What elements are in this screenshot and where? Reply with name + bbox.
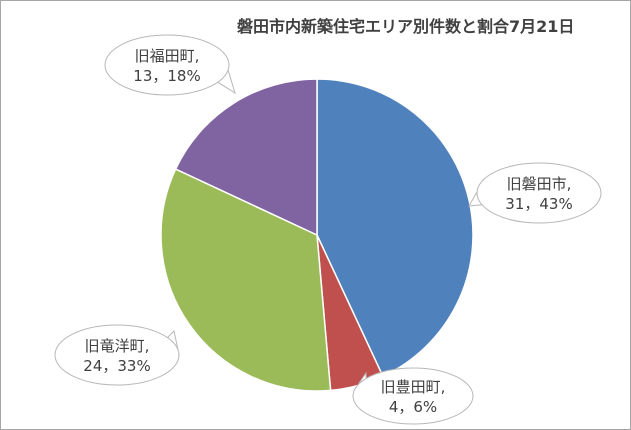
slice-value-label: 4，6% <box>389 398 437 416</box>
pie-slice-3 <box>160 168 332 392</box>
data-label-callout-3: 旧竜洋町, 24，33% <box>54 324 180 386</box>
slice-label: 旧磐田市, <box>507 175 572 193</box>
data-label-callout-4: 旧福田町, 13，18% <box>104 34 236 96</box>
callout-fill <box>354 369 472 423</box>
slice-label: 旧福田町, <box>135 47 200 65</box>
slice-value-label: 13，18% <box>133 67 200 85</box>
data-label-callout-1: 旧磐田市, 31，43% <box>468 162 602 224</box>
pie-slice-1 <box>316 78 474 378</box>
slice-value-label: 31，43% <box>505 195 572 213</box>
callout-fill <box>106 36 228 94</box>
chart-title: 磐田市内新築住宅エリア別件数と割合7月21日 <box>237 17 575 36</box>
slice-label: 旧豊田町, <box>381 378 446 396</box>
callout-fill <box>478 164 600 222</box>
callout-fill <box>56 326 178 384</box>
data-label-callout-2: 旧豊田町, 4，6% <box>352 367 474 425</box>
pie-slice-4 <box>174 78 318 237</box>
slice-value-label: 24，33% <box>83 357 150 375</box>
slice-label: 旧竜洋町, <box>85 337 150 355</box>
